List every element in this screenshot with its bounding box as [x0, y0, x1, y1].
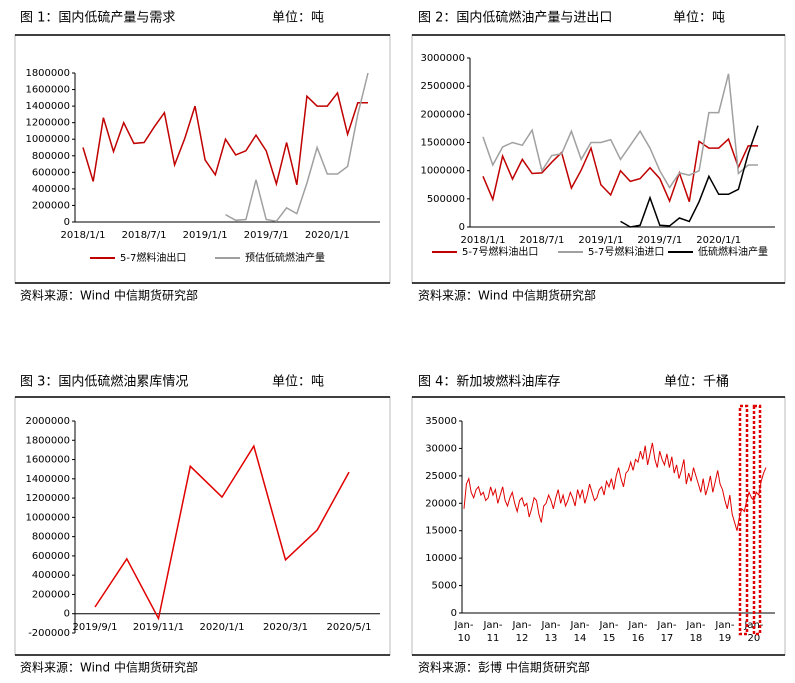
x-tick-label: 2018/1/1	[61, 230, 106, 241]
y-tick-label: 15000	[425, 526, 457, 537]
y-tick-label: 200000	[32, 589, 70, 600]
series-line	[482, 73, 758, 190]
y-tick-label: 1800000	[25, 435, 70, 446]
y-tick-label: 20000	[425, 498, 457, 509]
panel-box	[14, 396, 391, 656]
highlight-box	[738, 404, 749, 636]
y-tick-label: 0	[451, 608, 457, 619]
series-line	[620, 125, 759, 228]
x-tick-label: Jan-18	[685, 620, 705, 644]
x-tick-label: 2020/3/1	[263, 622, 308, 633]
y-tick-label: 600000	[32, 167, 70, 178]
x-tick-label: Jan-11	[482, 620, 502, 644]
y-tick-label: 1800000	[25, 68, 70, 79]
unit-label: 单位：吨	[272, 375, 324, 390]
y-tick-label: 1200000	[25, 493, 70, 504]
y-tick-label: 0	[459, 222, 465, 233]
x-tick-label: Jan-17	[656, 620, 676, 644]
x-tick-label: Jan-19	[714, 620, 734, 644]
y-tick-label: 1600000	[25, 455, 70, 466]
y-tick-label: 1000000	[25, 512, 70, 523]
y-tick-label: 3000000	[420, 53, 465, 64]
chart-title: 图 3：国内低硫燃油累库情况	[20, 374, 188, 390]
chart-title: 图 2：国内低硫燃油产量与进出口	[418, 10, 612, 26]
y-tick-label: 400000	[32, 570, 70, 581]
x-tick-label: Jan-12	[511, 620, 531, 644]
series-line	[463, 442, 767, 531]
x-tick-label: 2020/1/1	[200, 622, 245, 633]
series-line	[482, 137, 758, 204]
x-tick-label: 2019/7/1	[637, 235, 682, 246]
x-tick-label: 2019/7/1	[244, 230, 289, 241]
y-tick-label: 600000	[32, 551, 70, 562]
y-tick-label: 1000000	[25, 134, 70, 145]
unit-label: 单位：吨	[673, 11, 725, 26]
series-line	[94, 444, 350, 621]
y-tick-label: 2500000	[420, 81, 465, 92]
x-tick-label: 2019/11/1	[133, 622, 184, 633]
y-tick-label: 800000	[32, 532, 70, 543]
y-tick-label: 400000	[32, 184, 70, 195]
legend-label: 5-7号燃料油出口	[462, 245, 538, 258]
x-tick-label: Jan-15	[598, 620, 618, 644]
series-line	[82, 91, 368, 187]
x-tick-label: 2019/9/1	[73, 622, 118, 633]
x-tick-label: 2019/1/1	[578, 235, 623, 246]
y-tick-label: 0	[64, 609, 70, 620]
y-tick-label: 35000	[425, 416, 457, 427]
unit-label: 单位：千桶	[664, 375, 729, 390]
y-tick-label: 2000000	[420, 109, 465, 120]
x-tick-label: Jan-10	[453, 620, 473, 644]
x-tick-label: 2018/7/1	[122, 230, 167, 241]
y-tick-label: 1200000	[25, 118, 70, 129]
y-tick-label: 30000	[425, 443, 457, 454]
x-tick-label: 2018/7/1	[519, 235, 564, 246]
y-tick-label: 1000000	[420, 166, 465, 177]
legend-label: 5-7号燃料油进口	[588, 245, 664, 258]
y-tick-label: 5000	[432, 581, 457, 592]
panel-box	[411, 396, 786, 656]
source-note: 资料来源：Wind 中信期货研究部	[20, 660, 198, 675]
x-tick-label: 2018/1/1	[461, 235, 506, 246]
x-tick-label: 2019/1/1	[183, 230, 228, 241]
x-tick-label: 2020/5/1	[327, 622, 372, 633]
y-tick-label: 200000	[32, 200, 70, 211]
panel-box	[14, 34, 391, 284]
y-tick-label: 1400000	[25, 474, 70, 485]
y-tick-label: 2000000	[25, 416, 70, 427]
unit-label: 单位：吨	[272, 11, 324, 26]
x-tick-label: 2020/1/1	[696, 235, 741, 246]
y-tick-label: 1400000	[25, 101, 70, 112]
series-line	[225, 72, 369, 223]
y-tick-label: 1500000	[420, 138, 465, 149]
chart-title: 图 1：国内低硫产量与需求	[20, 10, 175, 26]
y-tick-label: 500000	[427, 194, 465, 205]
y-tick-label: 10000	[425, 553, 457, 564]
y-tick-label: 0	[64, 217, 70, 228]
y-tick-label: 800000	[32, 151, 70, 162]
legend-label: 低硫燃料油产量	[698, 245, 768, 258]
source-note: 资料来源：Wind 中信期货研究部	[418, 288, 596, 303]
y-tick-label: -200000	[28, 628, 70, 639]
source-note: 资料来源：Wind 中信期货研究部	[20, 288, 198, 303]
source-note: 资料来源：彭博 中信期货研究部	[418, 660, 590, 675]
x-tick-label: Jan-13	[540, 620, 560, 644]
x-tick-label: Jan-20	[743, 620, 763, 644]
highlight-box	[752, 404, 762, 636]
x-tick-label: Jan-14	[569, 620, 589, 644]
chart-title: 图 4：新加坡燃料油库存	[418, 374, 560, 390]
y-tick-label: 1600000	[25, 85, 70, 96]
y-tick-label: 25000	[425, 471, 457, 482]
legend-label: 5-7燃料油出口	[120, 251, 186, 264]
x-tick-label: Jan-16	[627, 620, 647, 644]
x-tick-label: 2020/1/1	[305, 230, 350, 241]
legend-label: 预估低硫燃油产量	[245, 251, 325, 264]
